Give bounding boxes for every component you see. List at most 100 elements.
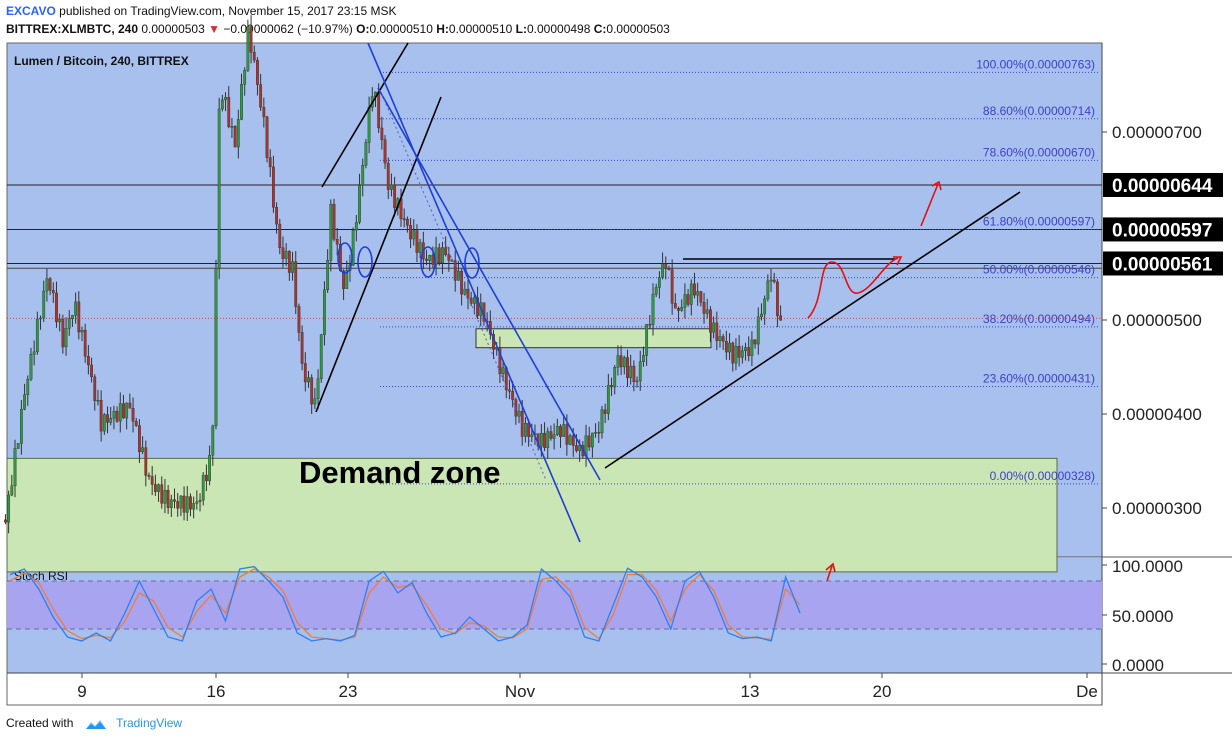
tradingview-brand-link[interactable]: TradingView: [116, 716, 183, 730]
candle: [575, 445, 578, 451]
level-price-badge: [1103, 251, 1223, 276]
candle: [380, 127, 384, 140]
candle: [198, 499, 202, 502]
candle: [740, 350, 744, 358]
candle: [29, 354, 33, 380]
candle: [613, 367, 617, 388]
candle: [185, 496, 189, 513]
candle: [654, 287, 658, 295]
candle: [205, 474, 208, 482]
candle: [58, 319, 62, 323]
candle: [211, 425, 215, 456]
candle: [55, 292, 58, 323]
candle: [657, 277, 661, 288]
candle: [415, 230, 419, 253]
tradingview-logo-icon[interactable]: [85, 718, 107, 730]
fib-anchor-line: [379, 89, 547, 481]
candle: [524, 423, 527, 437]
candle: [157, 484, 160, 492]
candle: [246, 26, 250, 71]
candle: [134, 421, 138, 426]
candle: [683, 294, 687, 308]
candle: [603, 409, 607, 414]
candle: [109, 417, 113, 423]
candle: [61, 319, 65, 348]
pivot-ellipse: [357, 246, 373, 278]
ascending-trendline: [604, 191, 1021, 469]
candle: [281, 247, 285, 259]
candle: [760, 313, 763, 318]
x-tick-label: 20: [873, 682, 892, 701]
stoch-title: Stoch RSI: [14, 569, 68, 583]
candle: [779, 315, 783, 321]
candle: [527, 423, 531, 438]
candle: [303, 363, 307, 383]
ohlc-low-label: L:: [515, 22, 527, 36]
candle: [645, 324, 649, 356]
pivot-ellipse: [337, 242, 353, 274]
fib-level-label: 0.00%(0.00000328): [990, 469, 1095, 483]
candle: [476, 297, 479, 316]
symbol-label: BITTREX:XLMBTC, 240: [6, 22, 139, 36]
candle: [597, 432, 601, 434]
candle: [648, 324, 652, 326]
candle: [64, 328, 68, 348]
trendline-black: [321, 42, 409, 188]
candle: [712, 322, 716, 333]
candle: [587, 435, 591, 448]
candle: [354, 221, 358, 231]
candle: [77, 301, 81, 333]
candle: [182, 495, 186, 513]
candle: [776, 281, 779, 317]
candle: [361, 164, 365, 186]
ohlc-high-label: H:: [436, 22, 449, 36]
candle: [115, 410, 119, 422]
chart-title: Lumen / Bitcoin, 240, BITTREX: [14, 54, 189, 68]
stoch-band: [7, 581, 1102, 629]
ohlc-close-value: 0.00000503: [606, 22, 670, 36]
candle: [147, 475, 151, 477]
candle: [96, 400, 100, 402]
stoch-tick-label: 100.0000: [1112, 557, 1183, 576]
candle: [702, 302, 706, 314]
candle: [323, 289, 326, 335]
author-link[interactable]: EXCAVO: [6, 4, 56, 18]
ohlc-open-label: O:: [356, 22, 370, 36]
candle: [166, 490, 170, 508]
candle: [425, 258, 428, 261]
candle: [501, 367, 505, 375]
candle: [364, 142, 368, 166]
candle: [616, 355, 620, 368]
candle: [217, 108, 221, 269]
candle: [125, 402, 129, 419]
candle: [383, 139, 387, 164]
candle: [39, 317, 42, 320]
arrow-head: [931, 180, 942, 191]
candle: [265, 116, 269, 158]
candle: [169, 499, 173, 508]
candle: [772, 279, 776, 283]
candle: [766, 280, 770, 300]
footer: Created with TradingView: [6, 716, 182, 736]
candle: [358, 184, 361, 223]
candle: [686, 294, 690, 305]
candle: [4, 519, 7, 523]
candle: [750, 339, 754, 356]
candle: [724, 341, 728, 353]
ohlc-high-value: 0.00000510: [448, 22, 513, 36]
stoch-d-line: [9, 568, 801, 641]
candle: [48, 278, 52, 291]
candle: [737, 346, 741, 358]
candle: [262, 107, 266, 118]
created-with-label: Created with: [6, 716, 74, 730]
candle: [45, 278, 49, 292]
candle: [287, 251, 291, 273]
ohlc-low-value: 0.00000498: [526, 22, 591, 36]
projection-arrow: [920, 183, 939, 227]
candle: [259, 84, 263, 108]
candle: [99, 400, 103, 432]
candle: [367, 107, 371, 143]
candle: [236, 119, 240, 148]
descending-channel-line: [367, 42, 581, 543]
